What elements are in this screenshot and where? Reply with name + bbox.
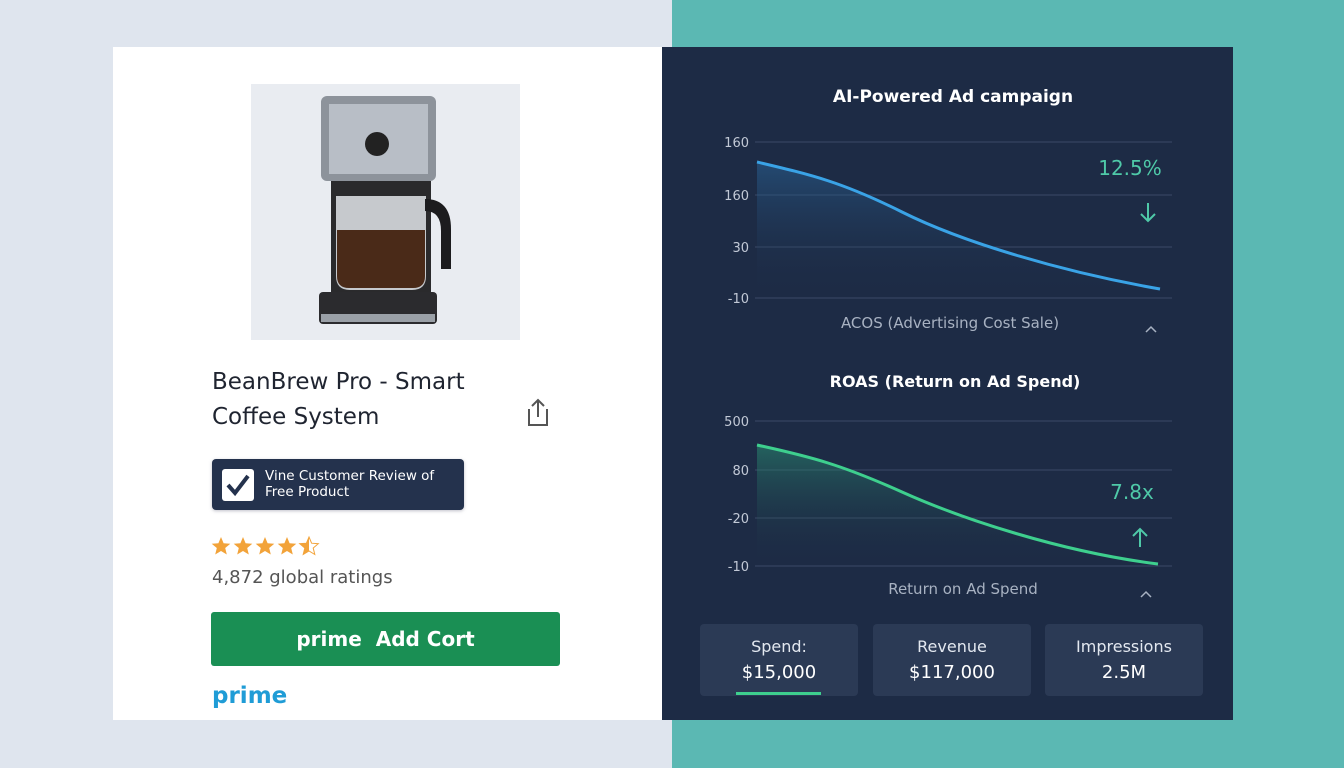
tick-label: -10 <box>728 292 749 307</box>
roas-caption: Return on Ad Spend <box>888 580 1038 598</box>
tick-label: 160 <box>724 136 749 151</box>
metric-label: Impressions <box>1076 637 1172 656</box>
check-icon <box>222 469 254 501</box>
dashboard-title: AI-Powered Ad campaign <box>833 87 1073 107</box>
ratings-count: 4,872 global ratings <box>212 567 393 588</box>
tick-label: -20 <box>728 512 749 527</box>
metric-value: $15,000 <box>741 662 817 683</box>
tick-label: 500 <box>724 415 749 430</box>
product-title: Coffee System <box>212 404 380 430</box>
acos-caption: ACOS (Advertising Cost Sale) <box>841 314 1059 332</box>
roas-title: ROAS (Return on Ad Spend) <box>830 372 1081 391</box>
tick-label: -10 <box>728 560 749 575</box>
acos-line <box>756 160 1161 291</box>
acos-annotation: 12.5% <box>1098 156 1162 180</box>
badge-text: Vine Customer Review of Free Product <box>265 468 435 500</box>
metric-label: Spend: <box>751 637 807 656</box>
star-rating <box>211 535 320 556</box>
share-icon[interactable] <box>523 397 553 429</box>
dashboard-panel: AI-Powered Ad campaign 160 160 30 -10 50… <box>662 47 1233 720</box>
roas-area <box>757 445 1158 566</box>
up-arrow <box>1132 527 1148 547</box>
vine-badge: Vine Customer Review of Free Product <box>212 459 464 510</box>
metric-card: Impressions 2.5M <box>1045 624 1203 696</box>
add-to-cart-button[interactable]: prime Add Cort <box>211 612 560 666</box>
dashboard-charts: AI-Powered Ad campaign 160 160 30 -10 50… <box>724 87 1172 598</box>
roas-line <box>756 443 1159 566</box>
active-indicator <box>736 692 821 695</box>
product-image <box>251 84 520 340</box>
metric-card: Spend: $15,000 <box>700 624 858 696</box>
tick-label: 160 <box>724 189 749 204</box>
caret[interactable] <box>1145 325 1157 333</box>
caret[interactable] <box>1140 590 1152 598</box>
metric-value: $117,000 <box>909 662 995 683</box>
prime-logo: prime <box>212 683 288 709</box>
tick-label: 30 <box>732 241 749 256</box>
tick-label: 80 <box>732 464 749 479</box>
metric-label: Revenue <box>917 637 987 656</box>
down-arrow <box>1140 203 1156 223</box>
roas-annotation: 7.8x <box>1110 480 1154 504</box>
product-card: BeanBrew Pro - Smart Coffee System Vine … <box>113 47 662 720</box>
metric-card: Revenue $117,000 <box>873 624 1031 696</box>
metric-value: 2.5M <box>1101 662 1147 683</box>
acos-area <box>757 162 1160 298</box>
product-title: BeanBrew Pro - Smart <box>212 369 465 395</box>
